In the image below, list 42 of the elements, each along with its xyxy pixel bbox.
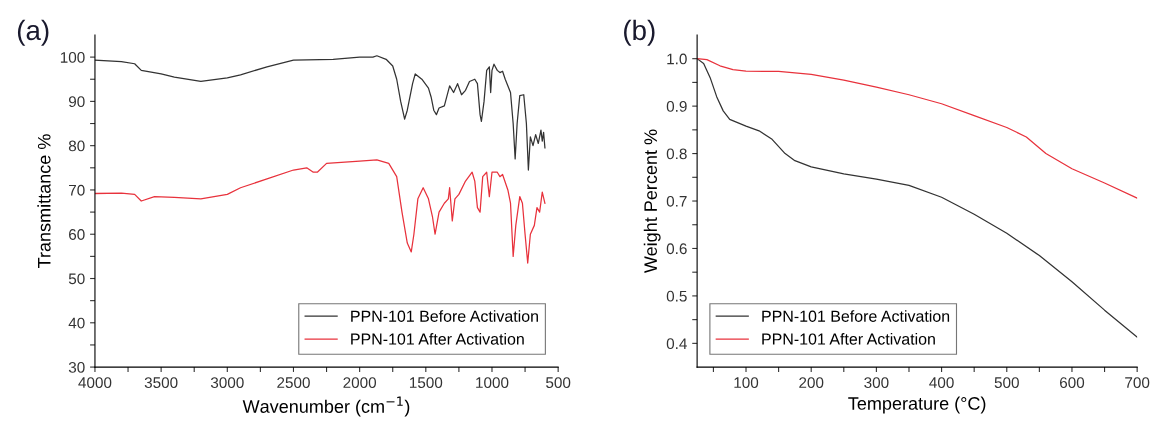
y-tick-label: 0.7 <box>666 195 687 207</box>
y-tick-label: 30 <box>68 361 85 373</box>
x-tick-label: 100 <box>734 377 759 389</box>
legend-label: PPN-101 After Activation <box>762 333 935 345</box>
y-tick-label: 1.0 <box>667 53 687 65</box>
y-tick-label: 70 <box>69 184 85 196</box>
x-tick-label: 2000 <box>343 377 377 389</box>
chart-title: (a) <box>17 19 49 46</box>
x-tick-label: 700 <box>1125 377 1150 389</box>
y-tick-label: 50 <box>68 273 85 285</box>
legend-label: PPN-101 Before Activation <box>762 310 950 322</box>
x-tick-label: 3000 <box>210 377 244 389</box>
y-tick-label: 60 <box>69 229 85 240</box>
x-tick-label: 2500 <box>277 377 310 389</box>
x-tick-label: 300 <box>864 377 889 389</box>
y-tick-label: 100 <box>60 51 85 63</box>
y-tick-label: 0.9 <box>666 101 687 112</box>
x-tick-label: 1000 <box>476 377 509 389</box>
x-tick-label: 200 <box>799 377 824 389</box>
y-tick-label: 0.8 <box>666 148 687 160</box>
x-axis-title: Temperature (°C) <box>848 396 986 414</box>
y-tick-label: 90 <box>68 96 85 108</box>
x-axis-title: Wavenumber (cm$^{−1}$) <box>242 396 410 417</box>
x-tick-label: 3500 <box>144 377 178 389</box>
legend-label: PPN-101 After Activation <box>351 333 524 345</box>
legend-label: PPN-101 Before Activation <box>351 310 538 322</box>
x-tick-label: 1500 <box>409 377 443 389</box>
y-tick-label: 0.5 <box>666 290 687 302</box>
y-tick-label: 0.4 <box>666 338 687 350</box>
y-axis-title: Transmittance % <box>37 134 51 268</box>
line-series <box>94 159 546 264</box>
x-tick-label: 500 <box>546 377 571 389</box>
chart-title: (b) <box>624 19 655 46</box>
x-tick-label: 600 <box>1060 377 1085 389</box>
y-tick-label: 40 <box>68 317 85 329</box>
y-tick-label: 80 <box>68 140 85 152</box>
x-tick-label: 400 <box>929 377 954 389</box>
y-axis-title: Weight Percent % <box>643 129 661 274</box>
y-tick-label: 0.6 <box>666 243 687 255</box>
x-tick-label: 500 <box>994 377 1019 389</box>
x-tick-label: 4000 <box>78 377 112 389</box>
line-series <box>697 58 1138 199</box>
